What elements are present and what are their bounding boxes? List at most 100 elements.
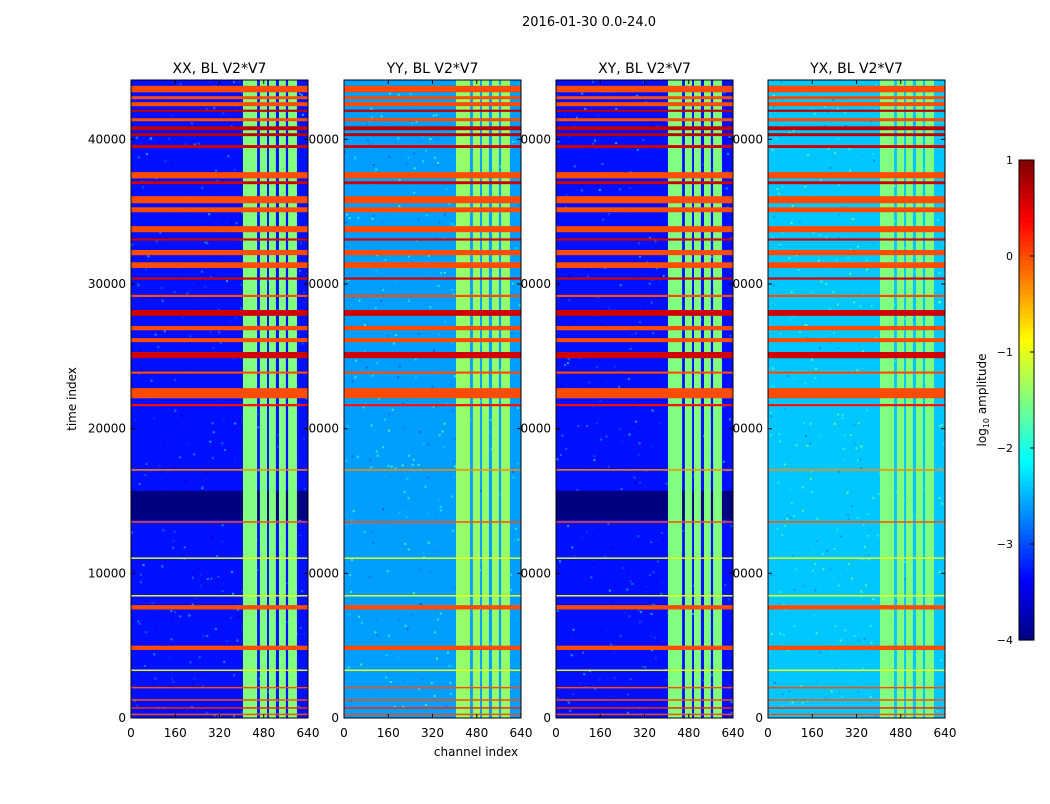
noise-cell — [804, 185, 807, 188]
noise-cell — [231, 444, 233, 447]
noise-cell — [848, 148, 851, 151]
noise-cell — [150, 137, 153, 140]
colorbar-segment — [1019, 577, 1034, 583]
noise-cell — [370, 466, 373, 469]
x-tick-label: 0 — [764, 726, 772, 740]
noise-cell — [790, 291, 793, 294]
noise-cell — [450, 495, 453, 498]
noise-cell — [841, 414, 844, 417]
colorbar-segment — [1019, 491, 1034, 497]
noise-cell — [437, 162, 439, 164]
time-band — [131, 109, 308, 112]
noise-cell — [598, 528, 601, 531]
noise-cell — [581, 92, 584, 95]
noise-cell — [399, 156, 402, 159]
noise-cell — [453, 587, 456, 590]
noise-cell — [364, 366, 367, 369]
noise-cell — [305, 397, 308, 400]
noise-cell — [824, 398, 827, 401]
noise-cell — [401, 464, 404, 467]
noise-cell — [190, 122, 193, 125]
noise-cell — [398, 179, 401, 181]
noise-cell — [863, 637, 866, 640]
channel-stripe — [896, 80, 905, 718]
noise-cell — [564, 114, 567, 117]
noise-cell — [170, 610, 173, 612]
time-band — [344, 85, 521, 93]
noise-cell — [432, 114, 435, 117]
noise-cell — [730, 626, 733, 629]
noise-cell — [303, 632, 306, 635]
noise-cell — [409, 92, 412, 95]
noise-cell — [587, 275, 590, 278]
noise-cell — [201, 270, 204, 273]
time-band — [344, 102, 521, 107]
noise-cell — [193, 453, 196, 456]
colorbar-segment — [1019, 260, 1034, 267]
noise-cell — [856, 369, 859, 372]
time-band — [131, 338, 308, 343]
noise-cell — [344, 151, 346, 153]
noise-cell — [140, 369, 143, 372]
noise-cell — [448, 665, 451, 668]
noise-cell — [572, 693, 575, 696]
noise-cell — [347, 233, 350, 235]
time-band — [131, 310, 308, 316]
noise-cell — [386, 672, 389, 675]
colorbar-segment — [1019, 529, 1034, 535]
noise-cell — [142, 186, 144, 189]
x-tick-label: 320 — [208, 726, 231, 740]
colorbar-segment — [1019, 270, 1034, 276]
noise-cell — [869, 696, 872, 699]
noise-cell — [710, 422, 713, 425]
colorbar-segment — [1019, 169, 1034, 175]
noise-cell — [137, 282, 140, 285]
y-tick-label: 10000 — [88, 566, 126, 580]
noise-cell — [799, 331, 801, 334]
noise-cell — [865, 115, 868, 118]
noise-cell — [638, 442, 641, 445]
time-band — [344, 325, 521, 331]
x-tick-label: 640 — [934, 726, 957, 740]
colorbar-segment — [1019, 481, 1034, 487]
noise-cell — [702, 141, 705, 144]
noise-cell — [631, 582, 634, 585]
noise-cell — [368, 576, 371, 579]
noise-cell — [298, 651, 301, 654]
noise-cell — [636, 94, 638, 97]
noise-cell — [393, 342, 396, 345]
noise-cell — [512, 140, 514, 143]
noise-cell — [861, 558, 864, 561]
time-band — [556, 521, 733, 523]
noise-cell — [837, 214, 840, 217]
noise-cell — [276, 666, 279, 669]
noise-cell — [556, 183, 559, 186]
noise-cell — [648, 282, 651, 285]
noise-cell — [654, 239, 657, 242]
noise-cell — [434, 514, 437, 517]
noise-cell — [816, 680, 819, 683]
noise-cell — [371, 374, 374, 377]
noise-cell — [442, 415, 445, 417]
noise-cell — [914, 271, 917, 274]
noise-cell — [206, 108, 209, 111]
noise-cell — [349, 574, 352, 577]
noise-cell — [384, 259, 387, 262]
time-band — [768, 686, 945, 689]
noise-cell — [795, 444, 798, 447]
noise-cell — [163, 442, 165, 445]
noise-cell — [620, 440, 623, 443]
noise-cell — [701, 163, 704, 166]
noise-cell — [870, 120, 873, 123]
noise-cell — [903, 561, 906, 563]
noise-cell — [826, 111, 829, 114]
noise-cell — [772, 385, 775, 388]
noise-cell — [588, 381, 591, 384]
noise-cell — [577, 425, 580, 427]
y-tick-label: 0 — [331, 711, 339, 725]
noise-cell — [517, 204, 520, 207]
noise-cell — [438, 221, 441, 224]
noise-cell — [155, 240, 158, 243]
y-tick-label: 20000 — [88, 422, 126, 436]
noise-cell — [397, 137, 400, 140]
